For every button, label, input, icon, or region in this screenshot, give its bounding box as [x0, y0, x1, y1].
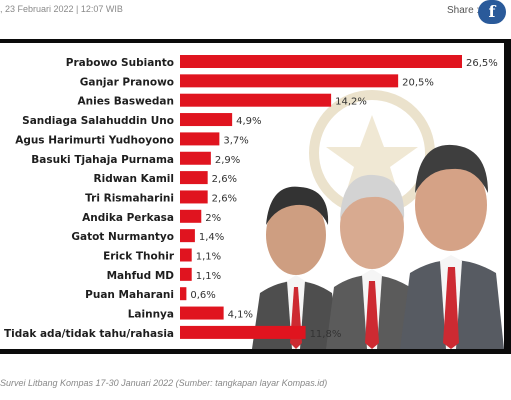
value-label: 11,8% — [310, 329, 342, 340]
category-label: Anies Baswedan — [78, 96, 174, 108]
bar — [180, 325, 306, 339]
value-label: 1,4% — [199, 232, 224, 243]
category-label: Andika Perkasa — [82, 212, 174, 224]
bar — [180, 132, 220, 146]
chart-panel: Prabowo Subianto 26,5% Ganjar Pranowo 20,5%… — [0, 43, 504, 349]
article-header: , 23 Februari 2022 | 12:07 WIB Share : f — [0, 0, 511, 28]
figure-left — [252, 186, 340, 349]
value-label: 1,1% — [196, 271, 221, 282]
category-label: Puan Maharani — [85, 289, 174, 301]
value-label: 3,7% — [223, 135, 248, 146]
emblem-star — [326, 115, 418, 199]
value-label: 4,1% — [228, 310, 253, 321]
category-label: Sandiaga Salahuddin Uno — [22, 115, 174, 127]
category-label: Tri Rismaharini — [85, 192, 174, 204]
image-caption: Survei Litbang Kompas 17-30 Januari 2022… — [0, 378, 328, 388]
bar-chart: Prabowo Subianto 26,5% Ganjar Pranowo 20,5%… — [4, 55, 504, 349]
value-label: 2,9% — [215, 155, 240, 166]
category-label: Erick Thohir — [103, 251, 175, 263]
figure-right — [400, 144, 504, 349]
value-label: 26,5% — [466, 58, 498, 69]
bar — [180, 55, 462, 68]
bars-layer: Prabowo Subianto 26,5% Ganjar Pranowo 20,5%… — [4, 55, 498, 340]
figure-middle — [326, 174, 418, 349]
category-label: Ganjar Pranowo — [80, 76, 174, 88]
category-label: Gatot Nurmantyo — [71, 231, 174, 243]
bar — [180, 151, 211, 165]
value-label: 2% — [205, 213, 221, 224]
category-label: Prabowo Subianto — [66, 57, 174, 69]
value-label: 20,5% — [402, 77, 434, 88]
illustration — [252, 90, 504, 349]
share-label: Share : — [447, 5, 480, 16]
category-label: Basuki Tjahaja Purnama — [31, 154, 174, 166]
bar — [180, 229, 195, 243]
bar — [180, 248, 192, 262]
category-label: Ridwan Kamil — [94, 173, 174, 185]
chart-frame: Prabowo Subianto 26,5% Ganjar Pranowo 20,5%… — [0, 39, 511, 354]
category-label: Lainnya — [128, 309, 174, 321]
facebook-icon[interactable]: f — [478, 0, 506, 24]
bar — [180, 306, 224, 320]
bar — [180, 171, 208, 185]
value-label: 1,1% — [196, 252, 221, 263]
bar — [180, 74, 399, 88]
bar — [180, 209, 202, 223]
article-dateline: , 23 Februari 2022 | 12:07 WIB — [0, 4, 123, 14]
value-label: 2,6% — [212, 193, 237, 204]
category-label: Mahfud MD — [107, 270, 175, 282]
value-label: 2,6% — [212, 174, 237, 185]
bar — [180, 190, 208, 204]
bar — [180, 267, 192, 281]
bar — [180, 93, 332, 107]
bar — [180, 287, 187, 301]
category-label: Tidak ada/tidak tahu/rahasia — [4, 328, 174, 340]
value-label: 14,2% — [335, 97, 367, 108]
bar — [180, 113, 233, 127]
value-label: 4,9% — [236, 116, 261, 127]
value-label: 0,6% — [190, 290, 215, 301]
category-label: Agus Harimurti Yudhoyono — [15, 134, 174, 146]
